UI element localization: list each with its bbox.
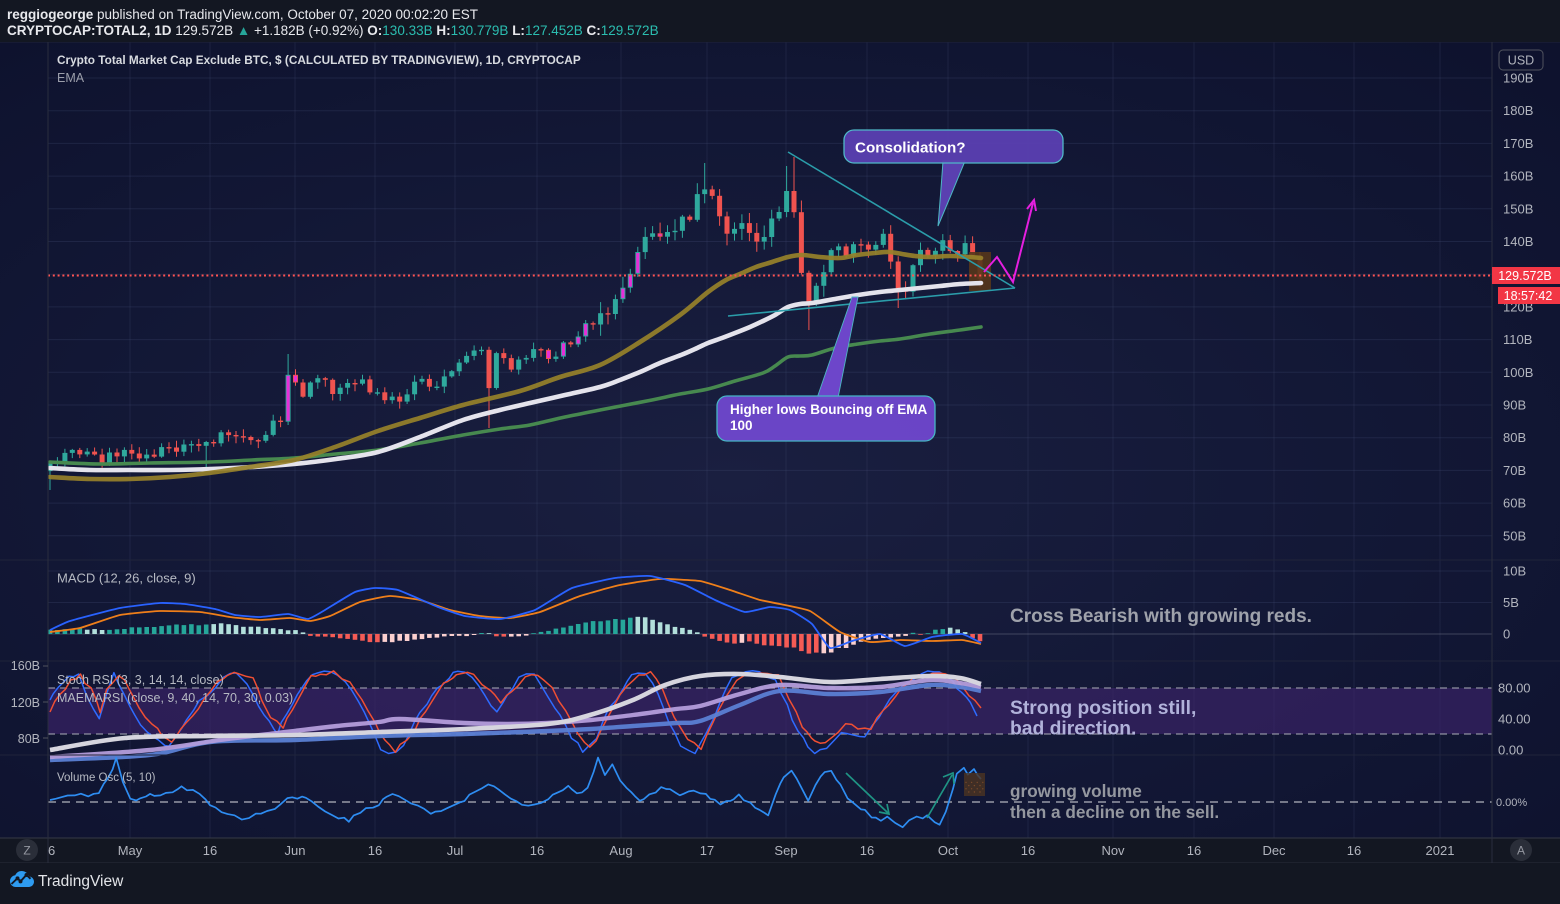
svg-text:bad direction.: bad direction. [1010, 719, 1136, 740]
svg-text:16: 16 [530, 843, 544, 858]
svg-text:A: A [1517, 844, 1525, 858]
svg-text:Cross Bearish with growing red: Cross Bearish with growing reds. [1010, 606, 1312, 627]
svg-text:reggiogeorge published on Trad: reggiogeorge published on TradingView.co… [7, 7, 478, 22]
svg-text:16: 16 [1347, 843, 1361, 858]
svg-text:Jun: Jun [285, 843, 306, 858]
svg-text:60B: 60B [1503, 496, 1526, 511]
svg-text:0.00%: 0.00% [1496, 797, 1527, 809]
svg-text:40.00: 40.00 [1498, 712, 1531, 727]
svg-text:Strong position still,: Strong position still, [1010, 698, 1196, 719]
svg-text:Jul: Jul [447, 843, 464, 858]
svg-text:May: May [118, 843, 143, 858]
svg-text:90B: 90B [1503, 398, 1526, 413]
svg-text:140B: 140B [1503, 234, 1533, 249]
svg-text:0: 0 [1503, 627, 1510, 642]
svg-text:180B: 180B [1503, 103, 1533, 118]
svg-text:110B: 110B [1503, 332, 1532, 347]
svg-text:100B: 100B [1503, 365, 1533, 380]
svg-text:0.00: 0.00 [1498, 743, 1523, 758]
svg-text:129.572B: 129.572B [1498, 269, 1552, 283]
svg-text:80.00: 80.00 [1498, 681, 1531, 696]
svg-text:Oct: Oct [938, 843, 959, 858]
svg-text:Volume Osc (5, 10): Volume Osc (5, 10) [57, 772, 156, 784]
svg-text:Sep: Sep [774, 843, 797, 858]
svg-text:100: 100 [730, 418, 753, 433]
svg-text:Higher lows Bouncing off EMA: Higher lows Bouncing off EMA [730, 402, 927, 417]
svg-text:Dec: Dec [1262, 843, 1286, 858]
svg-text:16: 16 [1021, 843, 1035, 858]
svg-text:Consolidation?: Consolidation? [855, 140, 966, 157]
svg-text:160B: 160B [11, 659, 40, 673]
svg-text:10B: 10B [1503, 564, 1526, 579]
svg-text:120B: 120B [11, 696, 40, 710]
svg-text:Crypto Total Market Cap Exclud: Crypto Total Market Cap Exclude BTC, $ (… [57, 53, 581, 67]
svg-text:MAEMARSI (close, 9, 40, 14, 70: MAEMARSI (close, 9, 40, 14, 70, 30, 0.03… [57, 691, 293, 705]
svg-text:50B: 50B [1503, 528, 1526, 543]
svg-text:80B: 80B [18, 732, 40, 746]
svg-text:70B: 70B [1503, 463, 1526, 478]
svg-text:150B: 150B [1503, 201, 1533, 216]
svg-text:17: 17 [700, 843, 714, 858]
svg-text:growing volume: growing volume [1010, 781, 1142, 801]
svg-text:16: 16 [860, 843, 874, 858]
svg-text:160B: 160B [1503, 169, 1533, 184]
svg-text:16: 16 [368, 843, 382, 858]
svg-text:2021: 2021 [1426, 843, 1455, 858]
svg-text:80B: 80B [1503, 430, 1526, 445]
svg-text:Z: Z [23, 844, 30, 858]
svg-text:5B: 5B [1503, 595, 1519, 610]
svg-text:Aug: Aug [609, 843, 632, 858]
svg-text:EMA: EMA [57, 71, 85, 85]
svg-text:16: 16 [203, 843, 217, 858]
svg-text:then a decline on the sell.: then a decline on the sell. [1010, 802, 1219, 822]
svg-text:MACD (12, 26, close, 9): MACD (12, 26, close, 9) [57, 571, 196, 586]
svg-text:18:57:42: 18:57:42 [1504, 289, 1553, 303]
svg-text:170B: 170B [1503, 136, 1533, 151]
svg-text:TradingView: TradingView [38, 873, 124, 890]
svg-text:190B: 190B [1503, 71, 1533, 86]
svg-text:CRYPTOCAP:TOTAL2, 1D 129.572B: CRYPTOCAP:TOTAL2, 1D 129.572B ▲ +1.182B … [7, 23, 659, 38]
svg-text:Nov: Nov [1101, 843, 1125, 858]
svg-text:6: 6 [48, 843, 55, 858]
svg-text:16: 16 [1187, 843, 1201, 858]
svg-text:Stoch RSI (3, 3, 14, 14, close: Stoch RSI (3, 3, 14, 14, close) [57, 673, 224, 687]
svg-text:USD: USD [1508, 54, 1534, 68]
